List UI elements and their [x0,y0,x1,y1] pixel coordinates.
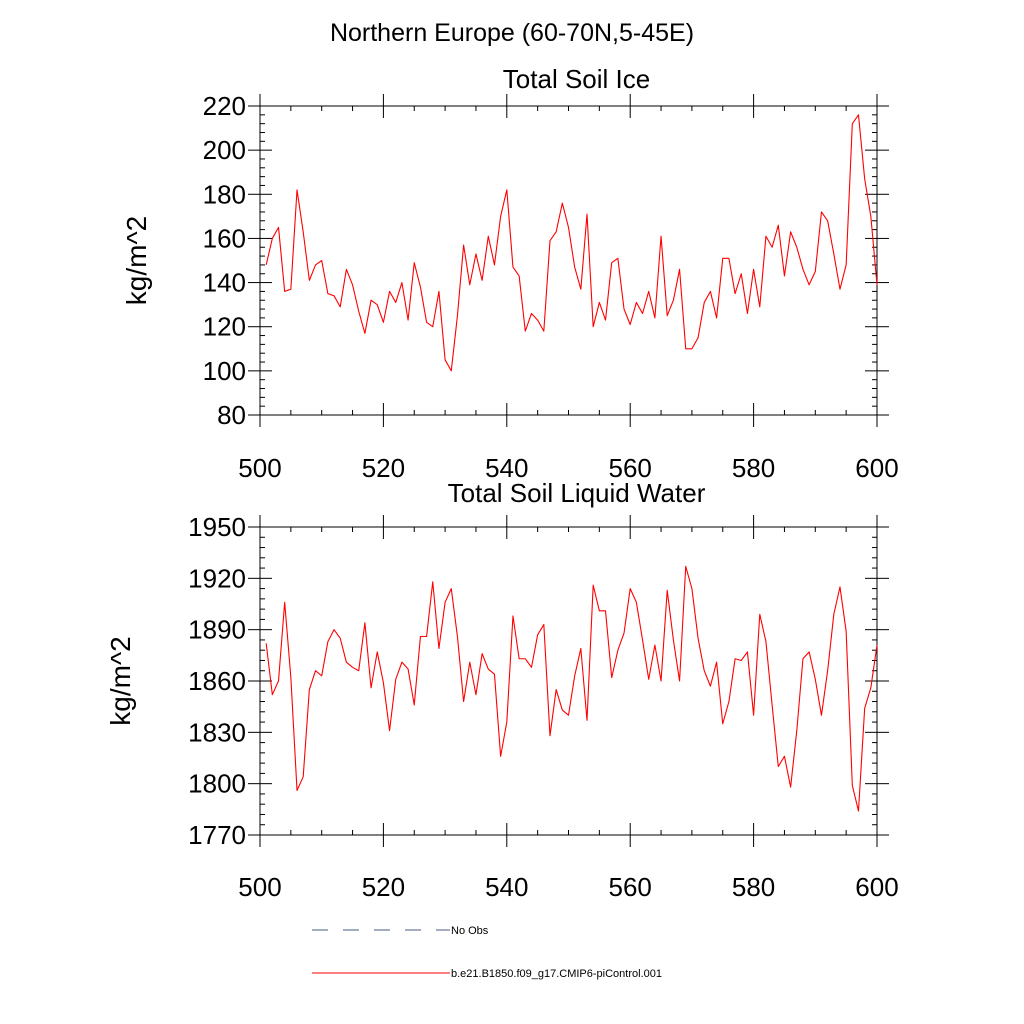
x-tick-label: 560 [609,872,652,902]
y-axis-label: kg/m^2 [105,636,136,725]
plot-frame [259,526,878,836]
legend-label: No Obs [451,925,489,937]
plot-frame [259,105,878,416]
x-tick-label: 600 [855,453,898,483]
figure-suptitle: Northern Europe (60-70N,5-45E) [330,19,694,47]
y-tick-label: 1800 [188,769,246,799]
x-tick-label: 600 [855,872,898,902]
y-tick-label: 220 [203,91,246,121]
panel-title: Total Soil Liquid Water [448,478,706,508]
y-tick-label: 1830 [188,717,246,747]
y-tick-label: 1890 [188,615,246,645]
x-tick-label: 560 [609,453,652,483]
x-tick-label: 540 [485,872,528,902]
x-tick-label: 520 [362,872,405,902]
y-tick-label: 140 [203,268,246,298]
y-tick-label: 160 [203,223,246,253]
y-tick-label: 120 [203,312,246,342]
y-tick-label: 1950 [188,512,246,542]
y-tick-label: 200 [203,135,246,165]
legend: No Obs b.e21.B1850.f09_g17.CMIP6-piContro… [312,925,662,980]
y-tick-label: 80 [217,400,246,430]
y-tick-label: 1770 [188,820,246,850]
x-tick-label: 580 [732,453,775,483]
y-tick-label: 1860 [188,666,246,696]
series-line [265,565,878,812]
x-tick-label: 540 [485,453,528,483]
panel-total-soil-liquid-water: Total Soil Liquid Water kg/m^2 500 520 540 56… [105,478,899,902]
series-line [265,114,878,372]
y-tick-label: 1920 [188,563,246,593]
panel-total-soil-ice: Total Soil Ice kg/m^2 500 520 540 560 580 600 80… [121,64,899,483]
x-tick-label: 500 [238,872,281,902]
panel-title: Total Soil Ice [503,64,650,94]
x-tick-label: 520 [362,453,405,483]
y-tick-label: 100 [203,356,246,386]
x-tick-label: 500 [238,453,281,483]
x-tick-label: 580 [732,872,775,902]
legend-label: b.e21.B1850.f09_g17.CMIP6-piControl.001 [451,968,662,980]
y-axis-label: kg/m^2 [121,216,152,305]
y-tick-label: 180 [203,179,246,209]
